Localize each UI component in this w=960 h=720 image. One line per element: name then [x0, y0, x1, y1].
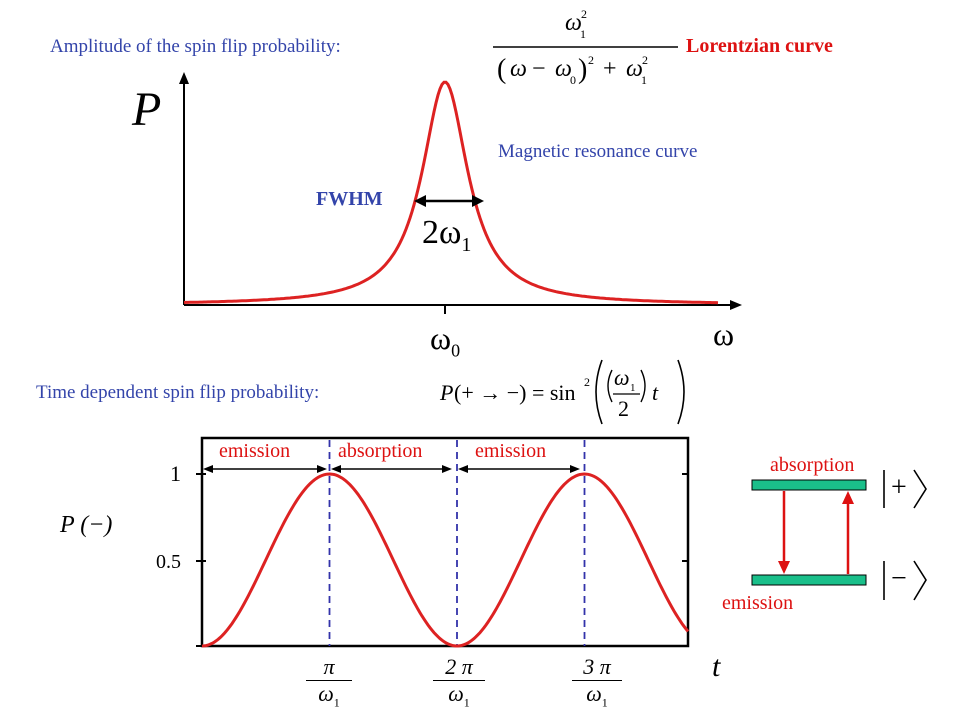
ket-minus-angle [913, 560, 927, 601]
center-label-sub: 0 [451, 340, 461, 361]
fwhm-arrow-right [472, 195, 484, 207]
absorption-arrowhead [842, 491, 854, 504]
xtick-pi-den: ω1 [306, 681, 352, 710]
magnetic-resonance-label: Magnetic resonance curve [498, 141, 698, 162]
emission-level-label: emission [722, 592, 794, 614]
lower-state-symbol: − [891, 563, 907, 594]
lorentzian-label: Lorentzian curve [686, 35, 833, 57]
fwhm-label: FWHM [316, 188, 383, 210]
ytick-label-1: 1 [170, 461, 181, 486]
resonance-y-label: P [132, 83, 162, 136]
x-axis-arrow [730, 300, 742, 310]
sin-squared-curve [201, 472, 690, 648]
plot-frame [200, 436, 690, 648]
upper-level-bar [751, 479, 867, 491]
ytick-label-05: 0.5 [156, 551, 181, 573]
center-label-main: ω [430, 320, 452, 356]
lower-level-bar [751, 574, 867, 586]
xtick-pi: π ω1 [306, 654, 352, 710]
xtick-2pi-den: ω1 [433, 681, 485, 710]
xtick-3pi: 3 π ω1 [572, 654, 622, 710]
xtick-3pi-num: 3 π [572, 654, 622, 681]
center-label: ω0 [430, 320, 460, 361]
xtick-pi-num: π [306, 654, 352, 681]
xtick-2pi: 2 π ω1 [433, 654, 485, 710]
ket-plus-angle [913, 469, 927, 509]
region-label-emission-2: emission [475, 440, 547, 462]
xtick-3pi-den-main: ω [586, 681, 602, 706]
time-x-label: t [712, 650, 721, 683]
lorentzian-curve [183, 80, 719, 305]
absorption-level-label: absorption [770, 454, 855, 476]
y-axis-arrow [179, 72, 189, 84]
fwhm-arrow-left [414, 195, 426, 207]
region-label-emission-1: emission [219, 440, 291, 462]
xtick-pi-den-sub: 1 [333, 695, 340, 710]
resonance-x-label: ω [713, 316, 735, 352]
xtick-2pi-den-sub: 1 [463, 695, 470, 710]
region-label-absorption: absorption [338, 440, 423, 462]
amplitude-label: Amplitude of the spin flip probability: [50, 36, 341, 57]
emission-arrowhead [778, 561, 790, 574]
region-arrows [203, 465, 580, 473]
width-label-main: 2ω [422, 214, 462, 251]
time-gridlines [328, 440, 586, 646]
upper-state-symbol: + [891, 472, 907, 503]
width-label: 2ω1 [422, 214, 471, 257]
xtick-3pi-den: ω1 [572, 681, 622, 710]
width-label-sub: 1 [461, 233, 472, 256]
xtick-3pi-den-sub: 1 [601, 695, 608, 710]
time-y-label: P (−) [60, 512, 113, 538]
xtick-2pi-den-main: ω [448, 681, 464, 706]
time-dependent-label: Time dependent spin flip probability: [36, 382, 320, 403]
xtick-pi-den-main: ω [318, 681, 334, 706]
xtick-2pi-num: 2 π [433, 654, 485, 681]
